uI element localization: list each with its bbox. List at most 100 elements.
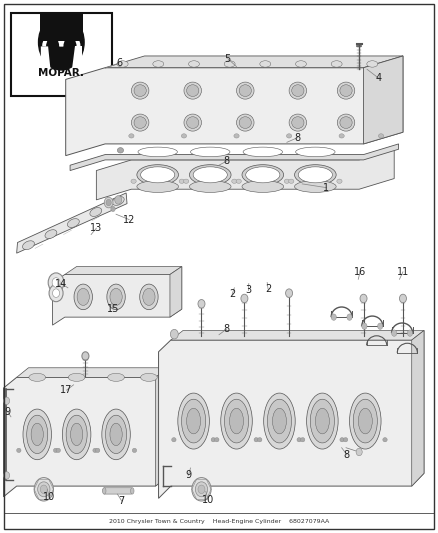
Ellipse shape xyxy=(106,415,127,454)
Ellipse shape xyxy=(315,408,329,434)
Ellipse shape xyxy=(343,438,348,442)
Ellipse shape xyxy=(74,284,92,310)
Polygon shape xyxy=(159,330,424,498)
Ellipse shape xyxy=(237,82,254,99)
Ellipse shape xyxy=(234,134,239,138)
Ellipse shape xyxy=(350,393,381,449)
Ellipse shape xyxy=(67,219,79,228)
Circle shape xyxy=(48,273,64,292)
Ellipse shape xyxy=(224,61,235,67)
Ellipse shape xyxy=(187,117,199,128)
Ellipse shape xyxy=(307,393,338,449)
Text: 3: 3 xyxy=(245,286,251,295)
Ellipse shape xyxy=(95,448,100,453)
Ellipse shape xyxy=(134,85,146,96)
Text: 2: 2 xyxy=(229,289,235,299)
Ellipse shape xyxy=(140,284,158,310)
Ellipse shape xyxy=(286,134,292,138)
Text: 9: 9 xyxy=(185,471,191,480)
Text: 16: 16 xyxy=(354,267,366,277)
Circle shape xyxy=(111,206,115,212)
Circle shape xyxy=(286,289,293,297)
Ellipse shape xyxy=(260,61,271,67)
Ellipse shape xyxy=(27,415,48,454)
Ellipse shape xyxy=(187,408,201,434)
Text: 15: 15 xyxy=(107,304,119,314)
Circle shape xyxy=(34,478,53,501)
Ellipse shape xyxy=(289,114,307,131)
Circle shape xyxy=(104,197,113,208)
Ellipse shape xyxy=(367,61,378,67)
Circle shape xyxy=(392,330,397,336)
Polygon shape xyxy=(103,488,132,494)
Ellipse shape xyxy=(284,179,290,183)
Circle shape xyxy=(115,196,122,204)
Polygon shape xyxy=(105,56,403,68)
Ellipse shape xyxy=(110,423,122,446)
Bar xyxy=(40,13,83,41)
Polygon shape xyxy=(72,46,82,69)
Polygon shape xyxy=(66,56,403,156)
Ellipse shape xyxy=(187,85,199,96)
Ellipse shape xyxy=(56,448,60,453)
Ellipse shape xyxy=(132,448,137,453)
Ellipse shape xyxy=(137,181,179,192)
Ellipse shape xyxy=(17,448,21,453)
Ellipse shape xyxy=(353,399,377,443)
Polygon shape xyxy=(96,149,394,200)
Ellipse shape xyxy=(112,197,124,205)
Polygon shape xyxy=(70,144,399,171)
Ellipse shape xyxy=(378,134,384,138)
Ellipse shape xyxy=(300,438,305,442)
Circle shape xyxy=(106,199,111,206)
Ellipse shape xyxy=(337,82,355,99)
Ellipse shape xyxy=(129,134,134,138)
Polygon shape xyxy=(155,368,169,486)
Text: 14: 14 xyxy=(55,279,67,288)
Ellipse shape xyxy=(53,448,58,453)
Ellipse shape xyxy=(294,165,336,185)
Circle shape xyxy=(378,323,383,329)
Ellipse shape xyxy=(102,409,131,459)
Ellipse shape xyxy=(215,438,219,442)
Circle shape xyxy=(360,294,367,303)
Ellipse shape xyxy=(292,117,304,128)
Text: MOPAR.: MOPAR. xyxy=(38,68,85,78)
Ellipse shape xyxy=(141,167,175,183)
Ellipse shape xyxy=(297,438,301,442)
Ellipse shape xyxy=(272,408,286,434)
Ellipse shape xyxy=(108,373,124,382)
Ellipse shape xyxy=(331,61,342,67)
Circle shape xyxy=(52,278,60,287)
Polygon shape xyxy=(170,266,182,317)
Ellipse shape xyxy=(242,181,284,192)
Text: 8: 8 xyxy=(344,450,350,459)
Circle shape xyxy=(38,482,50,497)
Polygon shape xyxy=(364,56,403,144)
Ellipse shape xyxy=(181,134,187,138)
Ellipse shape xyxy=(62,409,91,459)
Text: 9: 9 xyxy=(5,407,11,417)
Circle shape xyxy=(356,448,362,456)
Ellipse shape xyxy=(182,399,206,443)
Circle shape xyxy=(198,300,205,308)
Circle shape xyxy=(195,482,208,497)
Ellipse shape xyxy=(141,373,157,382)
Ellipse shape xyxy=(131,488,134,494)
Text: 5: 5 xyxy=(225,54,231,63)
Ellipse shape xyxy=(137,165,179,185)
Ellipse shape xyxy=(237,114,254,131)
Ellipse shape xyxy=(296,147,335,157)
Text: 13: 13 xyxy=(90,223,102,233)
Ellipse shape xyxy=(178,393,209,449)
Ellipse shape xyxy=(340,117,352,128)
Text: 6: 6 xyxy=(116,58,122,68)
Polygon shape xyxy=(41,46,50,69)
Ellipse shape xyxy=(134,117,146,128)
Circle shape xyxy=(241,294,248,303)
Circle shape xyxy=(192,478,211,501)
Circle shape xyxy=(49,285,63,302)
Circle shape xyxy=(407,330,413,336)
Ellipse shape xyxy=(172,438,176,442)
Ellipse shape xyxy=(138,147,177,157)
